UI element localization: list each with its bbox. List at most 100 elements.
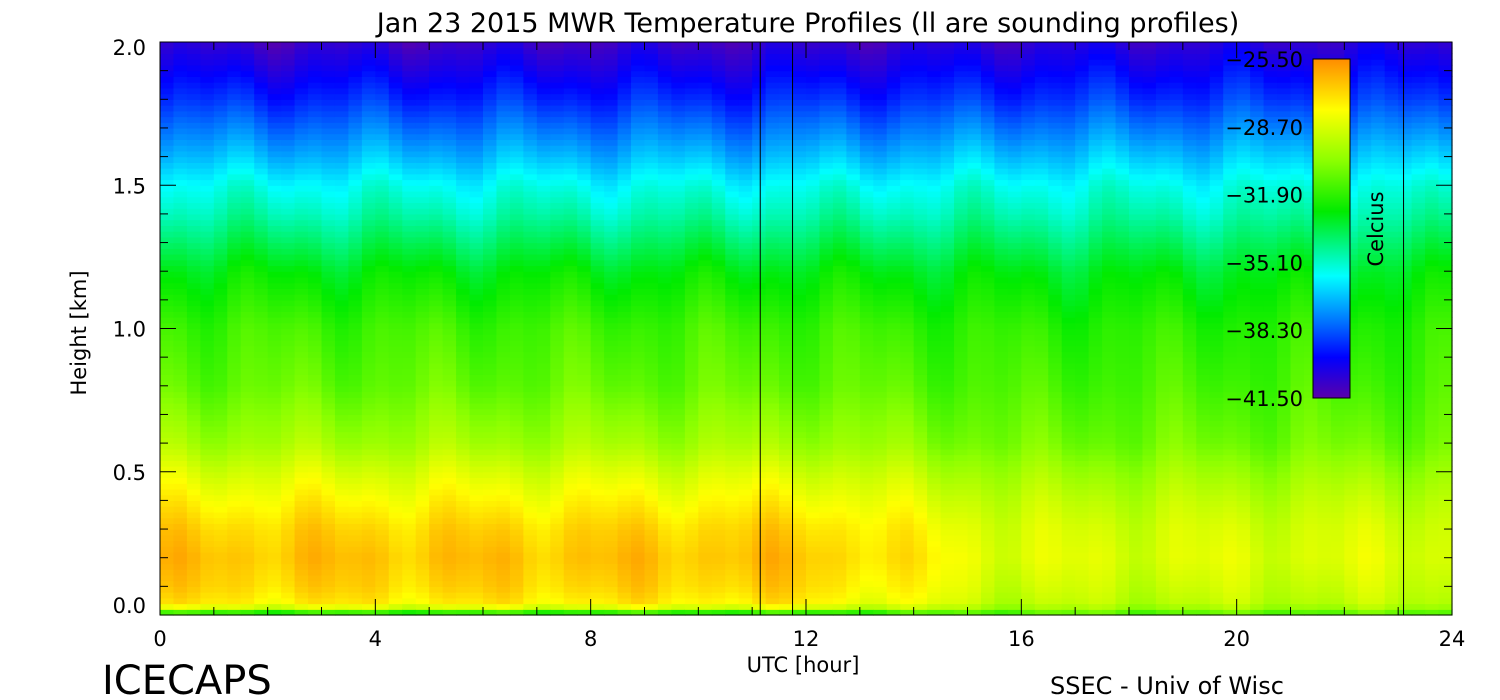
heatmap-cell: [321, 603, 336, 610]
heatmap-cell: [281, 259, 296, 267]
heatmap-cell: [456, 42, 471, 49]
heatmap-cell: [294, 523, 309, 530]
heatmap-cell: [779, 59, 794, 66]
heatmap-cell: [388, 551, 403, 559]
heatmap-cell: [657, 362, 673, 370]
heatmap-cell: [402, 82, 417, 89]
heatmap-cell: [819, 466, 834, 473]
heatmap-cell: [752, 294, 767, 301]
heatmap-cell: [240, 82, 255, 89]
heatmap-cell: [496, 173, 511, 181]
heatmap-cell: [671, 471, 686, 479]
heatmap-cell: [469, 385, 484, 393]
heatmap-cell: [725, 185, 740, 192]
heatmap-cell: [308, 351, 323, 358]
heatmap-cell: [792, 385, 807, 393]
heatmap-cell: [321, 82, 336, 89]
heatmap-cell: [200, 242, 215, 249]
heatmap-cell: [536, 414, 551, 421]
heatmap-cell: [711, 443, 726, 450]
heatmap-cell: [509, 603, 524, 610]
heatmap-cell: [604, 225, 619, 232]
heatmap-cell: [469, 156, 484, 163]
heatmap-cell: [765, 116, 780, 123]
heatmap-cell: [604, 534, 619, 542]
heatmap-cell: [240, 202, 255, 209]
heatmap-cell: [402, 53, 417, 60]
heatmap-cell: [281, 122, 296, 129]
heatmap-cell: [684, 76, 699, 83]
heatmap-cell: [173, 110, 188, 118]
heatmap-cell: [388, 597, 403, 605]
heatmap-cell: [281, 110, 296, 118]
heatmap-cell: [536, 196, 551, 204]
heatmap-cell: [604, 597, 619, 605]
heatmap-cell: [590, 488, 605, 496]
heatmap-cell: [173, 391, 188, 398]
heatmap-cell: [361, 362, 376, 370]
heatmap-cell: [617, 523, 632, 530]
heatmap-cell: [388, 173, 403, 181]
heatmap-cell: [483, 53, 498, 60]
heatmap-cell: [294, 603, 309, 610]
heatmap-cell: [819, 334, 834, 341]
heatmap-cell: [240, 511, 255, 519]
heatmap-cell: [213, 597, 228, 605]
heatmap-cell: [631, 282, 646, 289]
heatmap-cell: [711, 127, 726, 135]
heatmap-cell: [738, 265, 753, 272]
heatmap-cell: [469, 402, 484, 410]
heatmap-cell: [684, 208, 699, 215]
heatmap-cell: [160, 70, 175, 77]
heatmap-cell: [496, 282, 511, 289]
heatmap-cell: [765, 597, 780, 605]
heatmap-cell: [590, 574, 605, 582]
heatmap-cell: [752, 208, 767, 215]
heatmap-cell: [644, 494, 659, 501]
heatmap-cell: [563, 397, 578, 404]
heatmap-cell: [173, 294, 188, 301]
heatmap-cell: [819, 242, 834, 249]
heatmap-cell: [765, 322, 780, 330]
heatmap-cell: [415, 133, 430, 141]
heatmap-cell: [429, 362, 444, 370]
heatmap-cell: [509, 59, 524, 66]
heatmap-cell: [496, 460, 511, 467]
heatmap-cell: [779, 168, 794, 175]
heatmap-cell: [590, 368, 605, 375]
heatmap-cell: [806, 471, 821, 479]
heatmap-cell: [334, 529, 350, 536]
heatmap-cell: [213, 213, 228, 221]
heatmap-cell: [644, 105, 659, 112]
heatmap-cell: [375, 488, 390, 496]
heatmap-cell: [738, 196, 753, 204]
heatmap-cell: [644, 420, 659, 427]
heatmap-cell: [254, 47, 269, 55]
heatmap-cell: [752, 150, 767, 158]
heatmap-cell: [819, 431, 834, 438]
heatmap-cell: [671, 534, 686, 542]
heatmap-cell: [509, 443, 524, 450]
heatmap-cell: [509, 431, 524, 438]
heatmap-cell: [254, 420, 269, 427]
heatmap-cell: [792, 420, 807, 427]
heatmap-cell: [792, 586, 807, 593]
heatmap-cell: [186, 402, 201, 410]
heatmap-cell: [563, 127, 578, 135]
heatmap-cell: [536, 288, 551, 295]
heatmap-cell: [684, 322, 699, 330]
heatmap-cell: [186, 362, 201, 370]
heatmap-cell: [469, 551, 484, 559]
heatmap-cell: [456, 259, 471, 267]
heatmap-cell: [227, 557, 242, 565]
heatmap-cell: [334, 563, 350, 570]
heatmap-cell: [496, 477, 511, 484]
heatmap-cell: [617, 529, 632, 536]
heatmap-cell: [711, 322, 726, 330]
heatmap-cell: [415, 454, 430, 461]
heatmap-cell: [375, 248, 390, 255]
heatmap-cell: [334, 328, 350, 335]
heatmap-cell: [254, 70, 269, 77]
heatmap-cell: [361, 339, 376, 347]
heatmap-cell: [752, 454, 767, 461]
